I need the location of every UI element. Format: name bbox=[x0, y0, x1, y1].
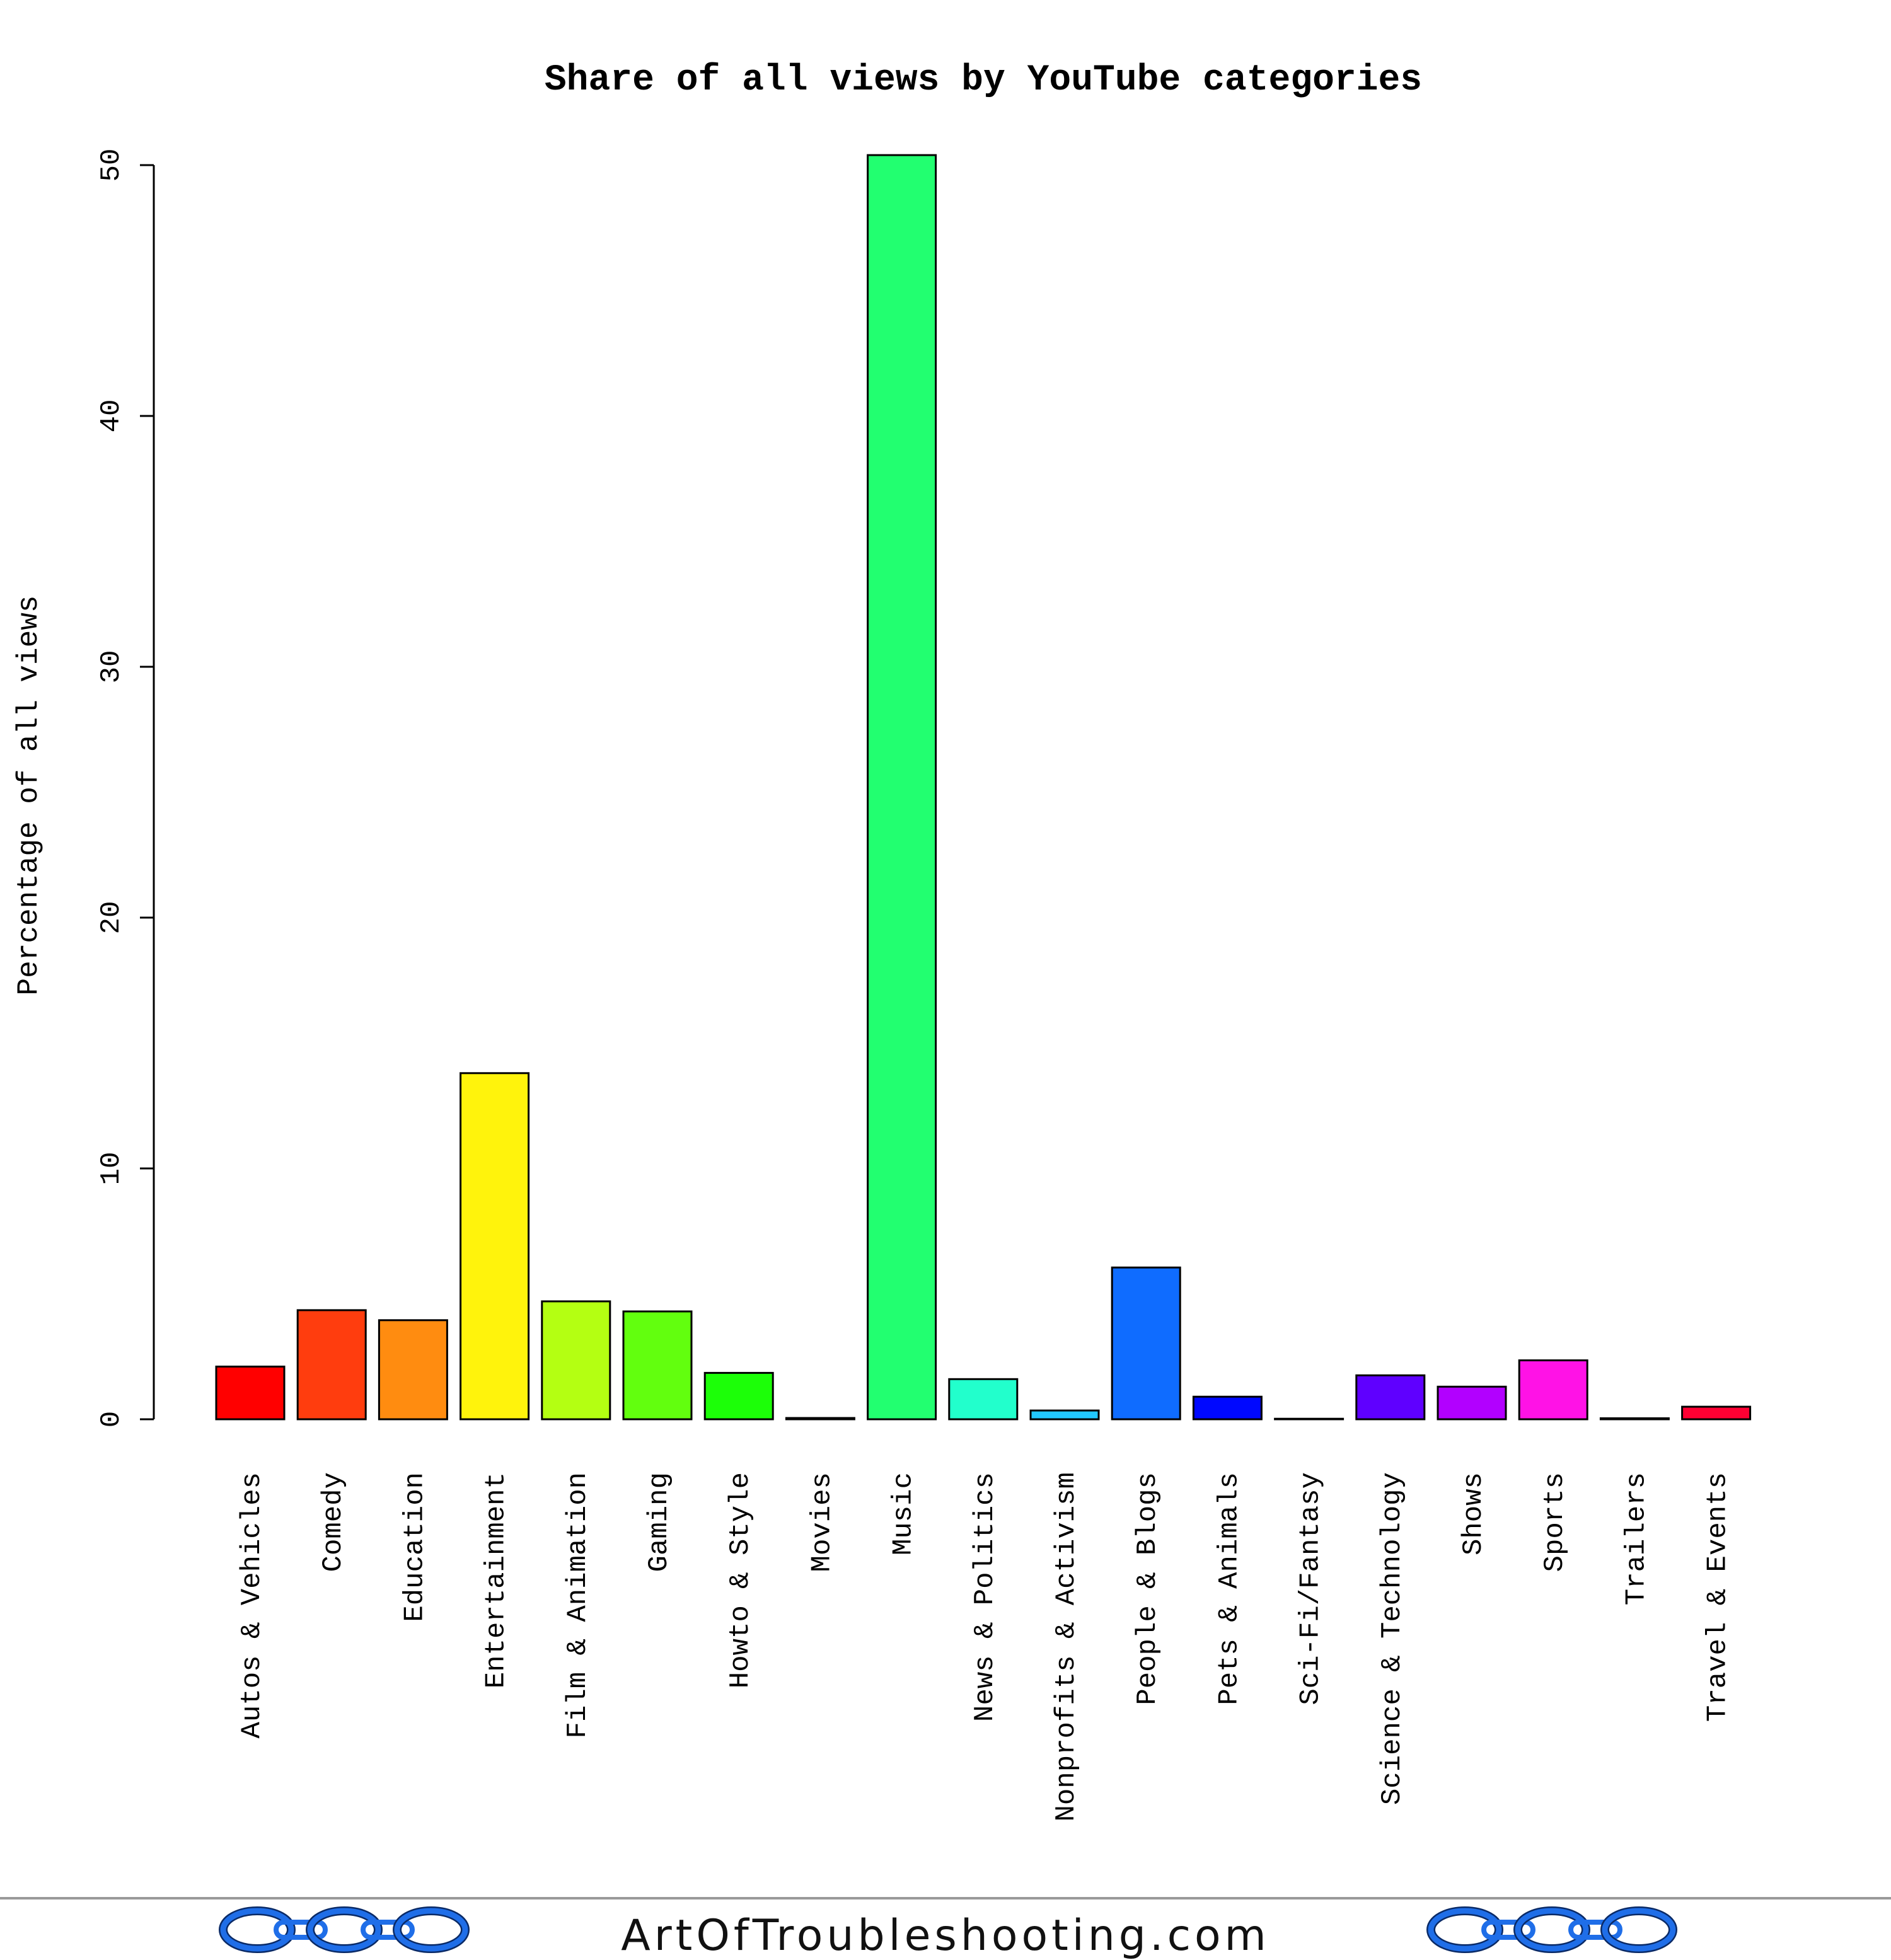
chain-links-icon bbox=[1426, 1906, 1677, 1953]
bar bbox=[541, 1300, 611, 1421]
category-label: Pets & Animals bbox=[1213, 1472, 1245, 1705]
chain-bar bbox=[1481, 1920, 1535, 1940]
chain-link bbox=[1515, 1908, 1589, 1952]
chain-links-icon bbox=[219, 1906, 470, 1953]
bar bbox=[867, 154, 937, 1421]
y-tick-label: 50 bbox=[96, 149, 127, 182]
chain-bar bbox=[1568, 1920, 1622, 1940]
bar bbox=[296, 1309, 367, 1421]
y-tick-label: 10 bbox=[96, 1152, 127, 1185]
category-label: Shows bbox=[1458, 1472, 1489, 1555]
chain-link bbox=[394, 1908, 468, 1952]
category-label: Music bbox=[888, 1472, 920, 1555]
category-label: Film & Animation bbox=[562, 1472, 594, 1738]
footer-site-name: ArtOfTroubleshooting.com bbox=[621, 1911, 1270, 1960]
category-label: Travel & Events bbox=[1703, 1472, 1734, 1722]
bar bbox=[1355, 1374, 1426, 1421]
bar bbox=[1437, 1385, 1507, 1421]
y-axis: 0 10 20 30 40 50 bbox=[96, 149, 155, 1427]
category-label: Autos & Vehicles bbox=[236, 1472, 268, 1738]
y-tick-label: 40 bbox=[96, 400, 127, 433]
chart-title: Share of all views by YouTube categories bbox=[545, 60, 1422, 101]
bar bbox=[1518, 1359, 1588, 1421]
bar bbox=[703, 1371, 774, 1421]
chain-bar bbox=[274, 1920, 328, 1940]
bar bbox=[1681, 1405, 1752, 1421]
category-label: News & Politics bbox=[969, 1472, 1001, 1722]
category-label: Science & Technology bbox=[1377, 1472, 1408, 1805]
chain-link bbox=[220, 1908, 294, 1952]
bar bbox=[378, 1319, 448, 1421]
category-label: Gaming bbox=[644, 1472, 675, 1572]
bar bbox=[1192, 1395, 1263, 1421]
bar bbox=[622, 1310, 693, 1421]
bar bbox=[948, 1378, 1019, 1421]
category-label: People & Blogs bbox=[1132, 1472, 1164, 1705]
bar bbox=[1111, 1266, 1181, 1421]
category-label: Trailers bbox=[1621, 1472, 1652, 1605]
category-label: Comedy bbox=[318, 1472, 349, 1572]
category-label: Entertainment bbox=[481, 1472, 512, 1688]
bar bbox=[785, 1417, 855, 1421]
category-label: Movies bbox=[806, 1472, 838, 1572]
y-tick-label: 0 bbox=[96, 1411, 127, 1427]
bar bbox=[460, 1072, 530, 1421]
y-tick-label: 20 bbox=[96, 901, 127, 935]
chain-link bbox=[1602, 1908, 1676, 1952]
chain-link bbox=[1428, 1908, 1502, 1952]
category-label: Nonprofits & Activism bbox=[1051, 1472, 1082, 1822]
category-label: Sci-Fi/Fantasy bbox=[1295, 1472, 1327, 1705]
category-labels: Autos & Vehicles Comedy Education Entertain… bbox=[236, 1472, 1734, 1822]
bar bbox=[215, 1365, 286, 1421]
category-label: Howto & Style bbox=[725, 1472, 756, 1688]
chain-link bbox=[307, 1908, 381, 1952]
y-axis-label: Percentage of all views bbox=[13, 596, 45, 996]
bar bbox=[1599, 1417, 1670, 1421]
y-tick-label: 30 bbox=[96, 650, 127, 684]
chain-bar bbox=[361, 1920, 415, 1940]
category-label: Education bbox=[399, 1472, 431, 1622]
category-label: Sports bbox=[1539, 1472, 1571, 1572]
bars bbox=[215, 154, 1752, 1421]
bar bbox=[1029, 1409, 1100, 1421]
